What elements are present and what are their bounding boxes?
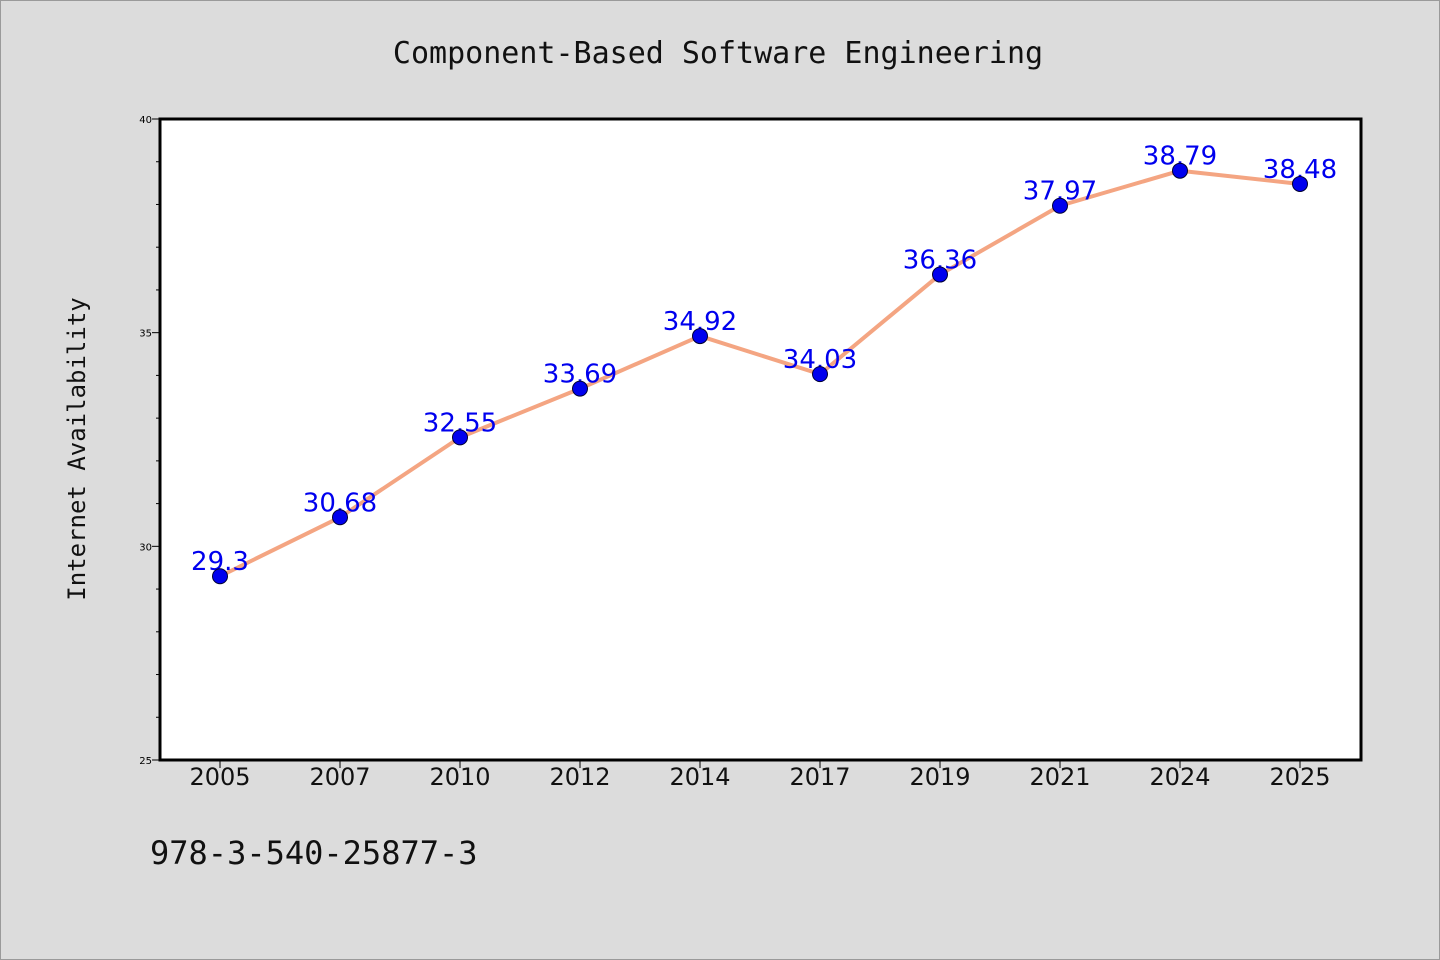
y-tick-label: 40 (139, 115, 152, 126)
x-tick-label: 2014 (669, 763, 730, 791)
plot-area (158, 117, 1363, 762)
data-point (1292, 175, 1308, 192)
series-line (219, 168, 1301, 579)
y-tick-label: 30 (139, 542, 152, 553)
data-point (572, 380, 588, 397)
x-axis: 2005 2007 2010 2012 2014 2017 2019 2021 2024 2025 (189, 760, 1331, 791)
x-tick-label: 2025 (1269, 763, 1330, 791)
data-point (1052, 197, 1068, 214)
y-tick-label: 35 (139, 329, 152, 340)
y-tick-label: 25 (139, 756, 152, 767)
x-tick-label: 2017 (789, 763, 850, 791)
data-point (332, 509, 348, 526)
chart-title: Component-Based Software Engineering (393, 36, 1043, 71)
data-point (212, 568, 228, 585)
data-point (1172, 162, 1188, 179)
x-tick-label: 2021 (1029, 763, 1090, 791)
footnote-text: 978-3-540-25877-3 (150, 834, 478, 872)
x-tick-label: 2007 (309, 763, 370, 791)
data-point (812, 366, 828, 383)
x-tick-label: 2024 (1149, 763, 1210, 791)
data-point (452, 429, 468, 446)
x-tick-label: 2005 (189, 763, 250, 791)
x-tick-label: 2010 (429, 763, 490, 791)
series-group: 29.330.6832.5533.6934.9234.0336.3637.973… (191, 142, 1337, 585)
x-tick-label: 2019 (909, 763, 970, 791)
y-axis: 25 30 35 40 (139, 115, 160, 767)
x-tick-label: 2012 (549, 763, 610, 791)
y-axis-label: Internet Availability (63, 297, 91, 600)
data-point (932, 266, 948, 283)
data-point (692, 328, 708, 345)
